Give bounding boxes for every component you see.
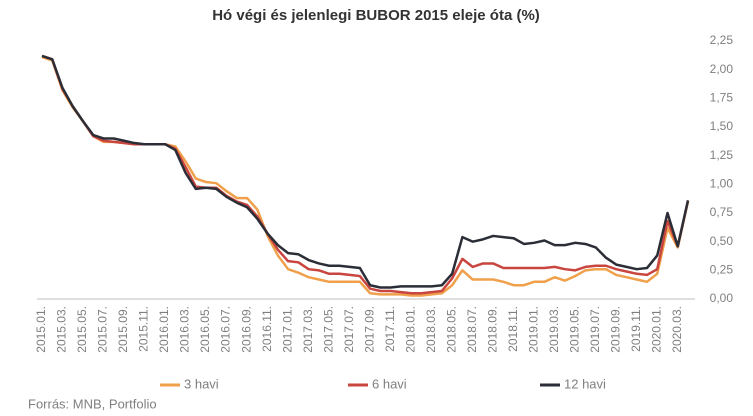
- x-tick-label: 2017.01.: [280, 306, 294, 353]
- x-tick-label: 2018.09.: [485, 306, 499, 353]
- x-tick-label: 2018.11.: [506, 306, 520, 352]
- line-series: [41, 54, 690, 289]
- x-tick-label: 2019.11.: [629, 306, 643, 352]
- y-tick-label: 0,25: [710, 263, 734, 277]
- x-tick-label: 2017.09.: [362, 306, 376, 353]
- legend-label: 6 havi: [372, 376, 407, 391]
- chart-title: Hó végi és jelenlegi BUBOR 2015 eleje ót…: [212, 7, 540, 24]
- x-tick-label: 2019.01.: [526, 306, 540, 353]
- x-tick-label: 2015.03.: [55, 306, 69, 353]
- x-tick-label: 2015.09.: [116, 306, 130, 353]
- legend-label: 3 havi: [184, 376, 219, 391]
- y-tick-label: 0,50: [710, 234, 734, 248]
- x-tick-label: 2019.05.: [567, 306, 581, 353]
- x-tick-label: 2019.03.: [547, 306, 561, 353]
- x-tick-label: 2018.07.: [465, 306, 479, 353]
- y-tick-label: 1,50: [710, 119, 734, 133]
- x-tick-label: 2016.03.: [178, 306, 192, 353]
- x-tick-label: 2017.07.: [342, 306, 356, 353]
- line-series: [41, 55, 690, 297]
- y-tick-label: 2,00: [710, 62, 734, 76]
- x-tick-label: 2018.01.: [403, 306, 417, 353]
- y-tick-label: 2,25: [710, 33, 734, 47]
- x-tick-label: 2015.05.: [75, 306, 89, 353]
- y-tick-label: 1,25: [710, 148, 734, 162]
- x-tick-label: 2020.03.: [670, 306, 684, 353]
- x-tick-label: 2017.05.: [321, 306, 335, 353]
- x-tick-label: 2018.03.: [424, 306, 438, 353]
- x-tick-label: 2019.07.: [588, 306, 602, 353]
- y-tick-label: 1,00: [710, 177, 734, 191]
- x-tick-label: 2016.01.: [157, 306, 171, 353]
- x-tick-label: 2015.11.: [137, 306, 151, 352]
- x-tick-label: 2017.03.: [301, 306, 315, 353]
- x-tick-label: 2017.11.: [383, 306, 397, 352]
- x-tick-label: 2015.07.: [96, 306, 110, 353]
- y-tick-label: 1,75: [710, 91, 734, 105]
- y-tick-label: 0,00: [710, 291, 734, 305]
- legend-label: 12 havi: [564, 376, 606, 391]
- line-series: [41, 54, 690, 295]
- x-tick-label: 2016.09.: [239, 306, 253, 353]
- x-tick-label: 2018.05.: [444, 306, 458, 353]
- source-note: Forrás: MNB, Portfolio: [28, 396, 157, 411]
- x-tick-label: 2015.01.: [34, 306, 48, 353]
- x-tick-label: 2020.01.: [649, 306, 663, 353]
- x-tick-label: 2016.11.: [260, 306, 274, 352]
- y-tick-label: 0,75: [710, 205, 734, 219]
- x-tick-label: 2016.05.: [198, 306, 212, 353]
- x-tick-label: 2019.09.: [608, 306, 622, 353]
- x-tick-label: 2016.07.: [219, 306, 233, 353]
